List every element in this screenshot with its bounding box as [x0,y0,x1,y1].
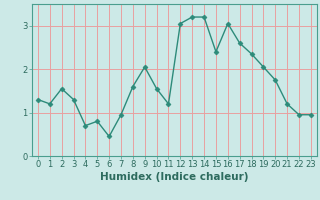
X-axis label: Humidex (Indice chaleur): Humidex (Indice chaleur) [100,172,249,182]
